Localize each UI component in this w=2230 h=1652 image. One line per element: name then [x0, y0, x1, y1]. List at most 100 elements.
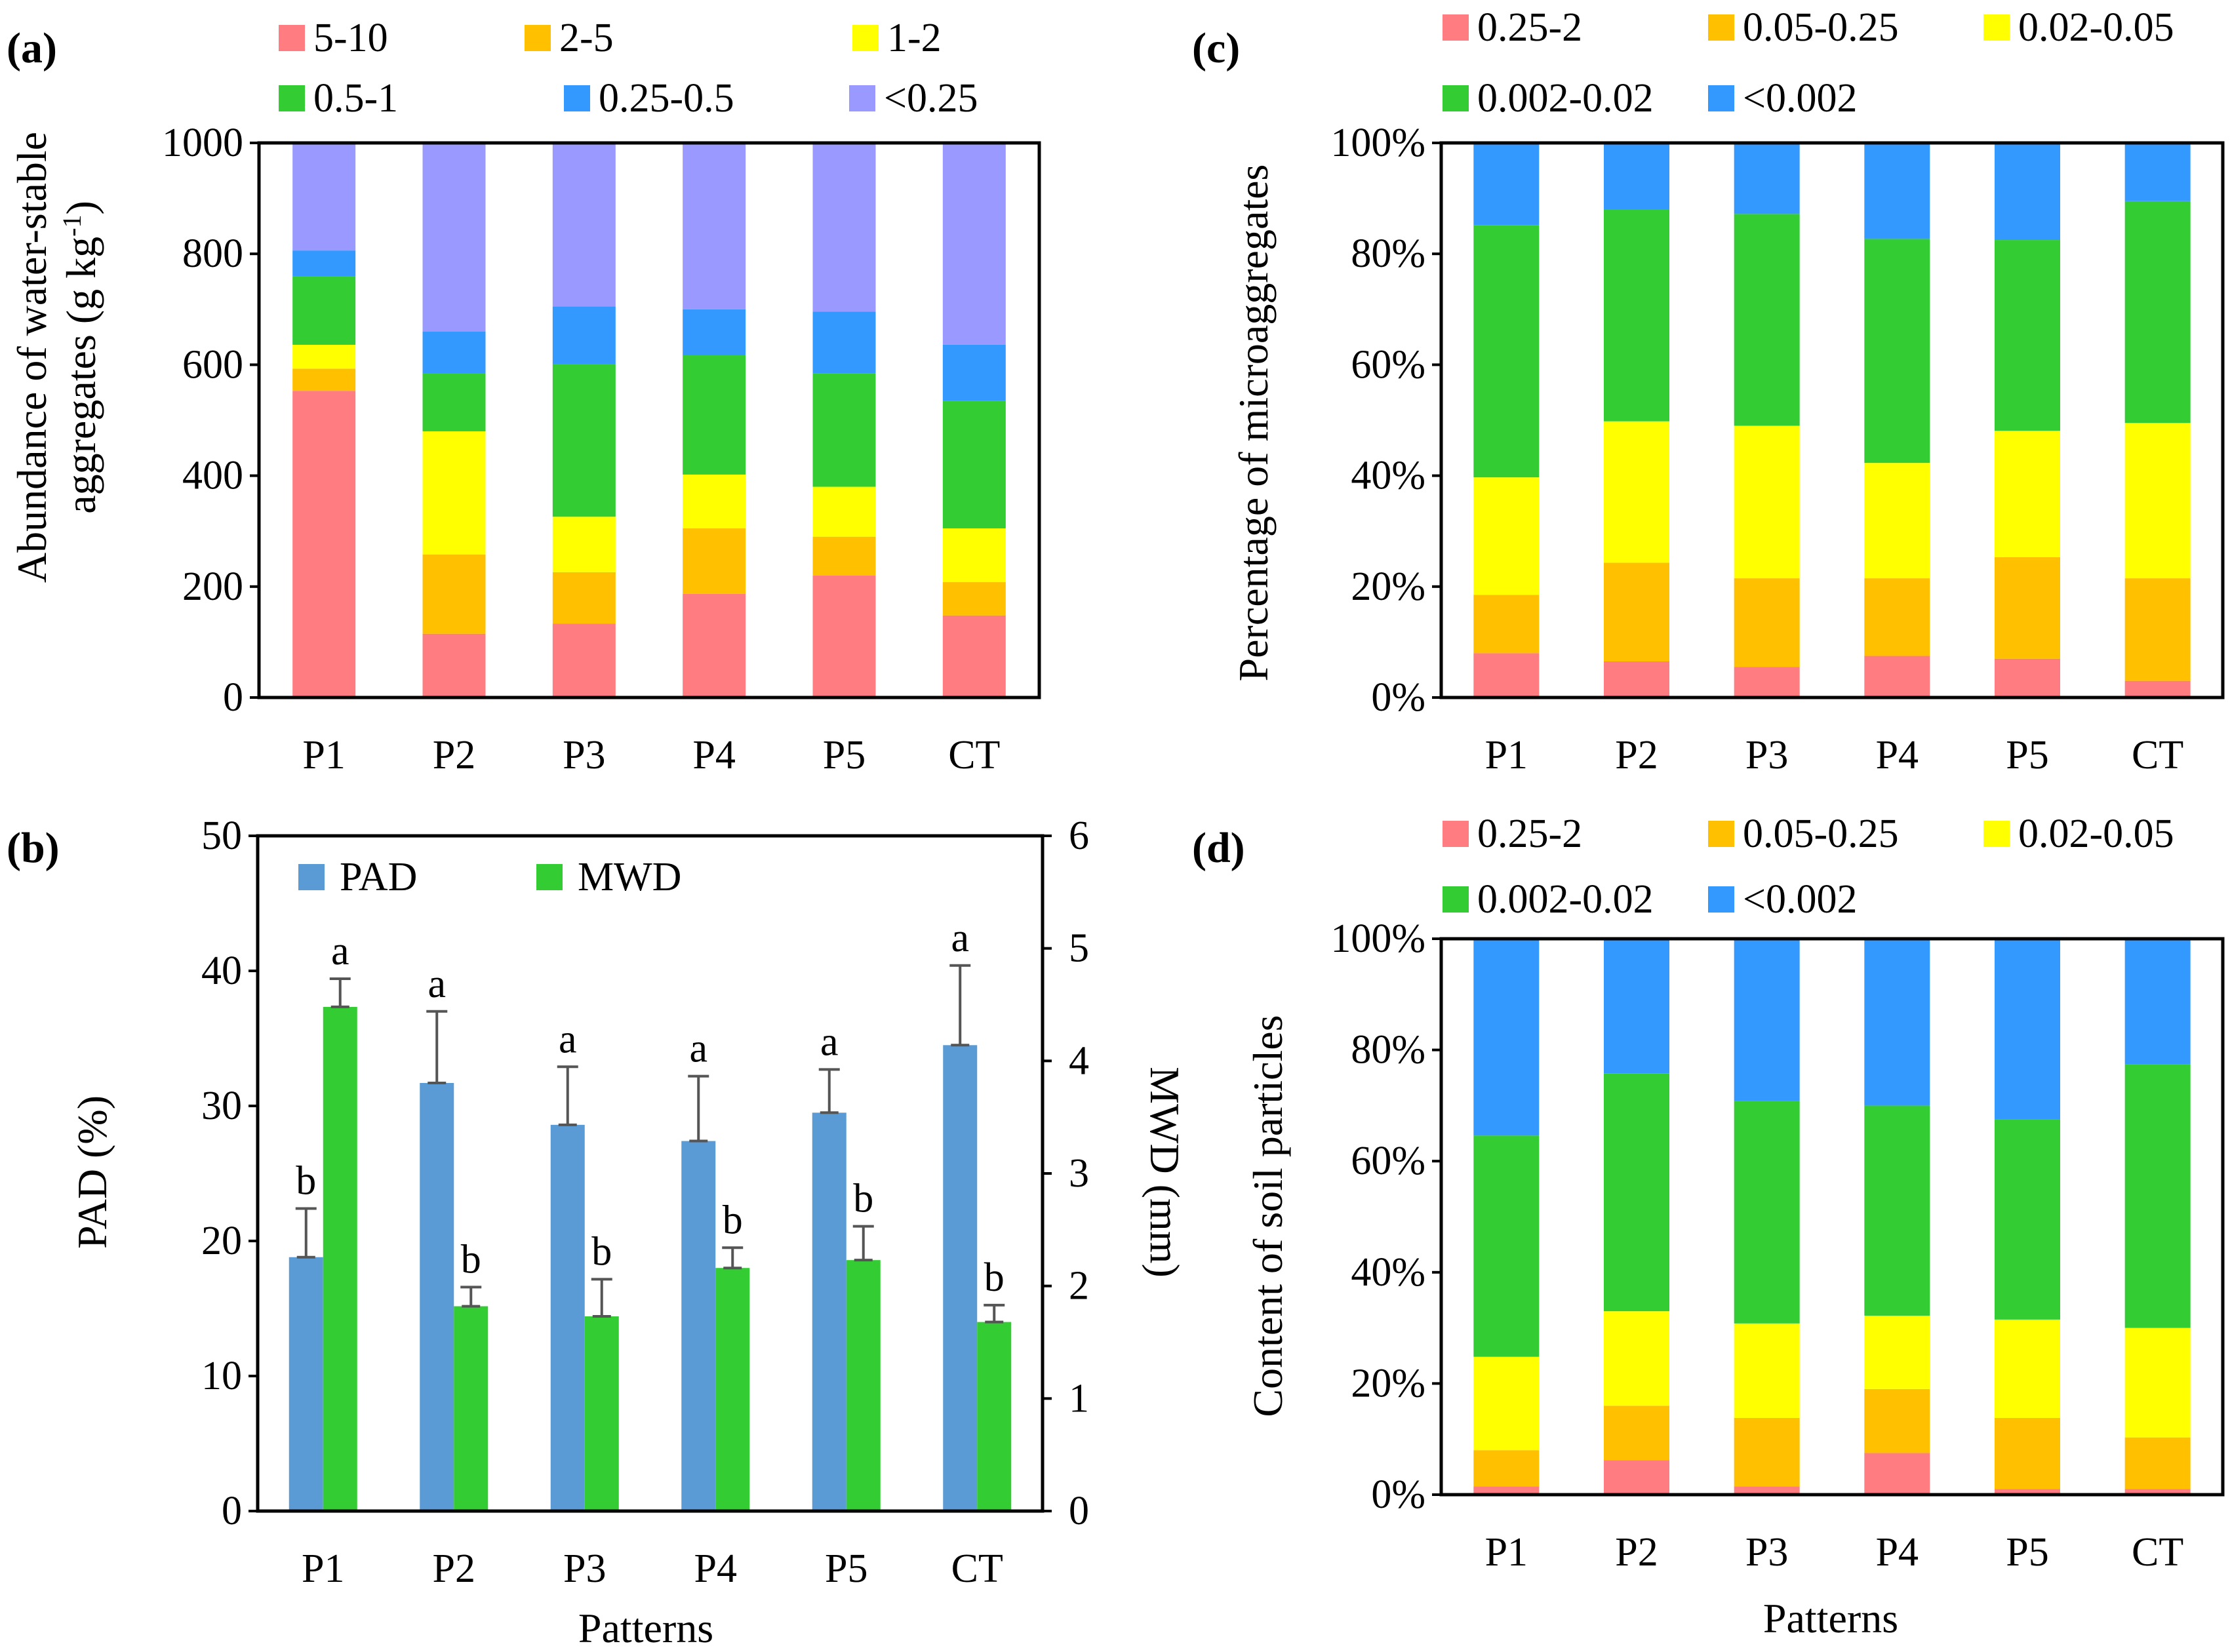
bar-c-CT-0.25-2 — [2124, 680, 2191, 698]
bar-d-CT-0.05-0.25 — [2124, 1437, 2191, 1489]
bar-b-P2-MWD — [454, 1306, 488, 1511]
bar-d-P4-lt0.002 — [1864, 939, 1930, 1106]
bar-b-P1-MWD — [323, 1006, 357, 1511]
bar-c-P2-0.002-0.02 — [1604, 209, 1669, 422]
x-tick-label-a-P1: P1 — [302, 733, 345, 777]
sig-letter-b-P4-PAD: a — [689, 1027, 707, 1071]
sig-letter-b-P1-MWD: a — [331, 929, 349, 974]
panel-c-y-title: Percentage of microaggregates — [1230, 165, 1277, 682]
bar-a-P3-2-5 — [552, 572, 616, 624]
bar-d-P5-0.25-2 — [1995, 1489, 2060, 1495]
bar-a-P4-5-10 — [683, 593, 746, 698]
bar-c-P5-0.002-0.02 — [1995, 240, 2060, 431]
legend-d-label-lt0.002: <0.002 — [1743, 877, 1857, 922]
bar-c-P2-0.05-0.25 — [1604, 562, 1669, 662]
bar-c-P4-0.25-2 — [1864, 656, 1930, 698]
bar-c-P1-0.02-0.05 — [1473, 477, 1540, 595]
panel-c: (c) 0.25-2 0.05-0.25 0.02-0.05 0.002-0.0… — [1192, 5, 2225, 777]
bar-a-P2-1-2 — [422, 431, 486, 555]
bar-d-P2-lt0.002 — [1604, 939, 1669, 1074]
bar-c-P5-0.05-0.25 — [1995, 557, 2060, 659]
x-tick-label-a-P5: P5 — [823, 733, 866, 777]
legend-d-swatch-0.002-0.02 — [1443, 886, 1469, 913]
bar-a-P1-2-5 — [292, 368, 356, 391]
legend-d: 0.25-2 0.05-0.25 0.02-0.05 0.002-0.02 <0… — [1443, 812, 2174, 922]
bar-d-P1-0.002-0.02 — [1473, 1135, 1540, 1357]
bar-b-P5-PAD — [812, 1112, 846, 1511]
legend-b-label-mwd: MWD — [578, 855, 681, 899]
y-right-tick-label-b-0: 0 — [1069, 1489, 1089, 1533]
plot-frame-b — [256, 834, 1045, 1513]
panel-d-y-title: Content of soil particles — [1244, 1015, 1291, 1417]
legend-a: 5-10 2-5 1-2 0.5-1 0.25-0.5 <0.25 — [279, 16, 978, 121]
legend-c-swatch-0.25-2 — [1443, 14, 1469, 41]
bar-a-P4-2-5 — [683, 528, 746, 594]
plot-area-d: P1 P2 P3 P4 P5 CT 0% 20% 40% 60% 80% 100% — [1330, 916, 2225, 1575]
panel-a-y-title-line1: Abundance of water-stable — [9, 132, 55, 583]
y-right-tick-label-b-3: 3 — [1069, 1151, 1089, 1196]
x-tick-label-b-P5: P5 — [825, 1546, 867, 1591]
bar-d-P3-0.02-0.05 — [1734, 1323, 1800, 1418]
bar-b-P4-PAD — [681, 1141, 716, 1511]
bar-d-P3-0.25-2 — [1734, 1486, 1800, 1495]
legend-c-label-0.02-0.05: 0.02-0.05 — [2018, 5, 2174, 50]
bar-a-P2-lt0.25 — [422, 143, 486, 332]
bar-d-P1-0.02-0.05 — [1473, 1356, 1540, 1451]
bar-d-P2-0.02-0.05 — [1604, 1311, 1669, 1406]
y-tick-label-c-4: 80% — [1351, 231, 1425, 276]
y-tick-label-a-3: 600 — [182, 342, 243, 387]
bar-b-P1-PAD — [289, 1257, 323, 1511]
bar-c-CT-0.002-0.02 — [2124, 201, 2191, 423]
legend-a-swatch-2-5 — [525, 25, 551, 51]
x-tick-label-a-CT: CT — [948, 733, 1000, 777]
legend-c-swatch-0.02-0.05 — [1983, 14, 2010, 41]
bar-c-P4-0.002-0.02 — [1864, 239, 1930, 463]
bar-c-P3-0.02-0.05 — [1734, 425, 1800, 579]
panel-c-label: (c) — [1192, 24, 1240, 72]
plot-frame-a — [257, 141, 1041, 699]
legend-a-label-1-2: 1-2 — [887, 16, 942, 60]
bar-a-P4-0.25-0.5 — [683, 309, 746, 356]
bar-c-P4-lt0.002 — [1864, 143, 1930, 239]
legend-c: 0.25-2 0.05-0.25 0.02-0.05 0.002-0.02 <0… — [1443, 5, 2174, 121]
bar-c-P2-0.02-0.05 — [1604, 421, 1669, 563]
x-tick-label-d-P5: P5 — [2006, 1530, 2048, 1575]
bar-c-P2-lt0.002 — [1604, 143, 1669, 210]
legend-d-swatch-lt0.002 — [1708, 886, 1734, 913]
bar-c-P4-0.02-0.05 — [1864, 463, 1930, 579]
x-tick-label-d-P3: P3 — [1745, 1530, 1788, 1575]
sig-letter-b-CT-PAD: a — [951, 916, 969, 960]
bar-a-P5-0.5-1 — [812, 373, 876, 487]
legend-b-swatch-mwd — [536, 864, 563, 890]
plot-frame-c — [1439, 141, 2225, 699]
bar-d-CT-0.002-0.02 — [2124, 1064, 2191, 1328]
y-tick-label-a-0: 0 — [223, 675, 243, 720]
sig-letter-b-P5-PAD: a — [820, 1019, 839, 1064]
bar-a-P1-1-2 — [292, 344, 356, 369]
y-tick-label-b-5: 50 — [201, 814, 242, 858]
x-tick-label-c-CT: CT — [2132, 733, 2183, 777]
x-tick-label-b-P1: P1 — [302, 1546, 344, 1591]
y-tick-label-b-0: 0 — [222, 1489, 242, 1533]
plot-area-c: P1 P2 P3 P4 P5 CT 0% 20% 40% 60% 80% 100% — [1330, 121, 2225, 777]
bar-d-P5-0.02-0.05 — [1995, 1319, 2060, 1418]
legend-c-swatch-0.002-0.02 — [1443, 85, 1469, 111]
panel-a: (a) 5-10 2-5 1-2 0.5-1 0.25-0.5 <0.25 P1… — [7, 16, 1041, 777]
legend-d-label-0.002-0.02: 0.002-0.02 — [1477, 877, 1654, 922]
bar-d-P1-0.05-0.25 — [1473, 1450, 1540, 1487]
bar-c-P5-0.02-0.05 — [1995, 431, 2060, 557]
legend-b: PAD MWD — [298, 855, 681, 899]
bar-d-P2-0.05-0.25 — [1604, 1406, 1669, 1461]
x-tick-label-c-P1: P1 — [1485, 733, 1528, 777]
bar-d-CT-0.02-0.05 — [2124, 1328, 2191, 1438]
x-tick-label-c-P5: P5 — [2006, 733, 2048, 777]
bar-a-P5-lt0.25 — [812, 143, 876, 312]
legend-a-swatch-5-10 — [279, 25, 305, 51]
y-tick-label-b-1: 10 — [201, 1354, 242, 1398]
bar-b-CT-MWD — [977, 1322, 1012, 1511]
bar-a-P1-0.5-1 — [292, 276, 356, 345]
bar-c-CT-0.02-0.05 — [2124, 423, 2191, 579]
panel-d: (d) 0.25-2 0.05-0.25 0.02-0.05 0.002-0.0… — [1192, 812, 2225, 1642]
panel-b-y-title: PAD (%) — [69, 1095, 115, 1249]
